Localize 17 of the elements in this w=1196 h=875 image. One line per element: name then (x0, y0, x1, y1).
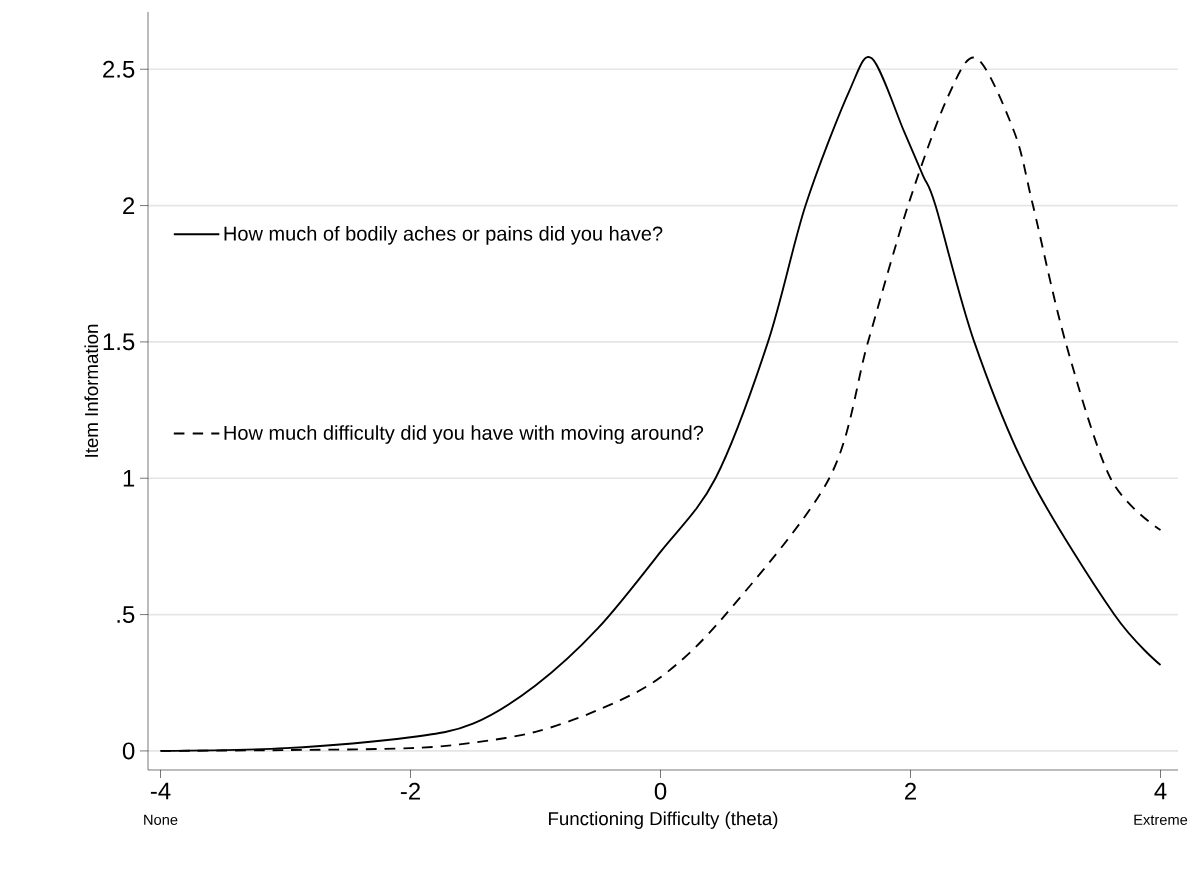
text: Extreme (1134, 814, 1188, 825)
y-tick-label: 1 (123, 469, 135, 487)
x-tick-label: 0 (654, 782, 667, 800)
x-axis-title: Functioning Difficulty (theta) (549, 811, 778, 829)
x-tick-label: 4 (1154, 782, 1167, 800)
legend-label: How much of bodily aches or pains did you have? (224, 226, 663, 245)
y-tick-label: 0 (122, 742, 135, 760)
y-tick-label: 2.5 (103, 60, 135, 78)
y-axis-title: Item Information (84, 324, 99, 457)
y-tick-label: .5 (117, 606, 135, 623)
x-tick-label: -2 (400, 782, 420, 800)
x-tick-label: 2 (905, 782, 916, 800)
text: None (144, 814, 178, 825)
y-tick-label: 1.5 (103, 333, 135, 351)
legend-label: How much difficulty did you have with moving around? (224, 425, 704, 444)
x-tick-label: -4 (150, 782, 171, 800)
y-tick-label: 2 (123, 197, 135, 214)
